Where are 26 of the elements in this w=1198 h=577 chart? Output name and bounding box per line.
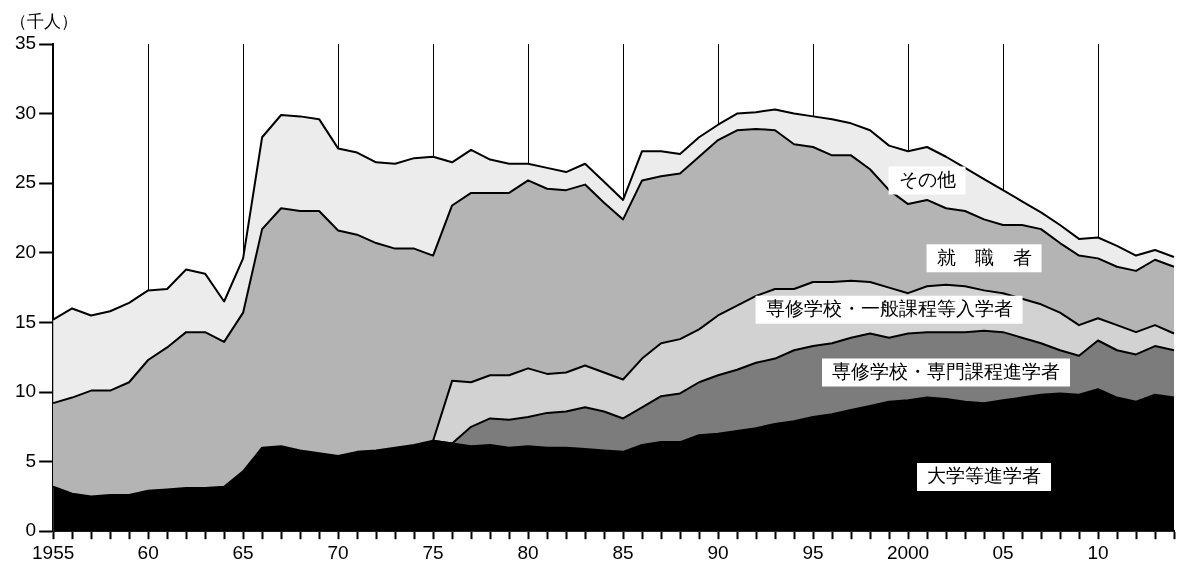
x-tick-label: 85 [612,541,634,563]
x-tick-label: 70 [327,541,349,563]
x-tick-label: 90 [707,541,729,563]
x-tick-label: 2000 [886,541,930,563]
y-tick-label: 30 [14,101,37,123]
x-tick-label: 95 [802,541,824,563]
x-tick-label: 80 [517,541,539,563]
y-tick-label: 25 [14,171,37,193]
series-label: 大学等進学者 [927,465,1042,487]
series-label: 就 職 者 [936,246,1032,268]
x-tick-label: 10 [1087,541,1109,563]
series-label: その他 [898,168,956,190]
x-tick-label: 75 [422,541,444,563]
y-tick-label: 20 [14,241,37,263]
x-tick-label: 1955 [31,541,75,563]
y-axis-title: （千人） [10,11,78,31]
y-tick-label: 15 [14,310,37,332]
x-tick-label: 65 [232,541,254,563]
y-tick-label: 0 [25,519,37,541]
x-tick-label: 05 [992,541,1014,563]
y-tick-label: 5 [25,449,37,471]
y-tick-label: 10 [14,380,37,402]
y-tick-label: 35 [14,32,37,54]
series-label: 専修学校・一般課程等入学者 [765,298,1013,320]
x-tick-label: 60 [137,541,159,563]
series-label: 専修学校・専門課程進学者 [832,360,1061,382]
